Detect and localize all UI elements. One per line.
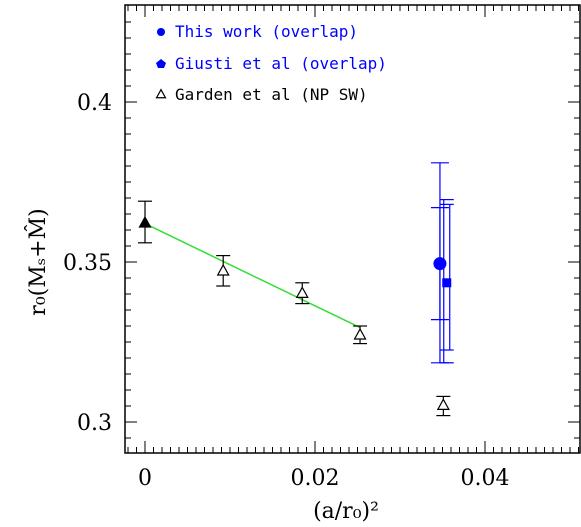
legend-entry: This work (overlap): [175, 22, 358, 41]
fit-line-group: [144, 222, 361, 329]
axis-ticks: [125, 5, 580, 453]
point-giusti: [442, 278, 452, 288]
y-tick-label: 0.35: [63, 251, 112, 276]
x-tick-label: 0: [138, 466, 152, 491]
y-tick-labels: 0.3 0.35 0.4: [63, 91, 112, 436]
x-tick-label: 0.04: [461, 466, 510, 491]
fit-line: [144, 222, 361, 329]
point-garden: [353, 327, 367, 340]
legend-entry: Giusti et al (overlap): [175, 54, 387, 73]
x-axis-title: (a/r₀)²: [313, 499, 379, 524]
y-axis-title: r₀(Mₛ+M̂): [25, 208, 51, 315]
y-tick-label: 0.4: [77, 91, 112, 116]
plot-frame: [124, 4, 581, 454]
legend-marker-triangle: [155, 88, 167, 99]
x-tick-label: 0.02: [291, 466, 340, 491]
point-garden: [436, 398, 450, 410]
point-this-work: [433, 257, 447, 271]
legend-marker-circle: [157, 28, 165, 36]
data-points: [138, 162, 454, 417]
legend-entry: Garden et al (NP SW): [175, 85, 368, 104]
legend: This work (overlap) Giusti et al (overlap…: [155, 22, 387, 104]
legend-marker-pentagon: [156, 59, 166, 68]
y-tick-label: 0.3: [77, 411, 112, 436]
point-garden: [295, 286, 309, 298]
x-tick-labels: 00.020.040.06: [138, 466, 510, 491]
point-garden: [138, 215, 152, 228]
point-garden: [216, 263, 230, 276]
